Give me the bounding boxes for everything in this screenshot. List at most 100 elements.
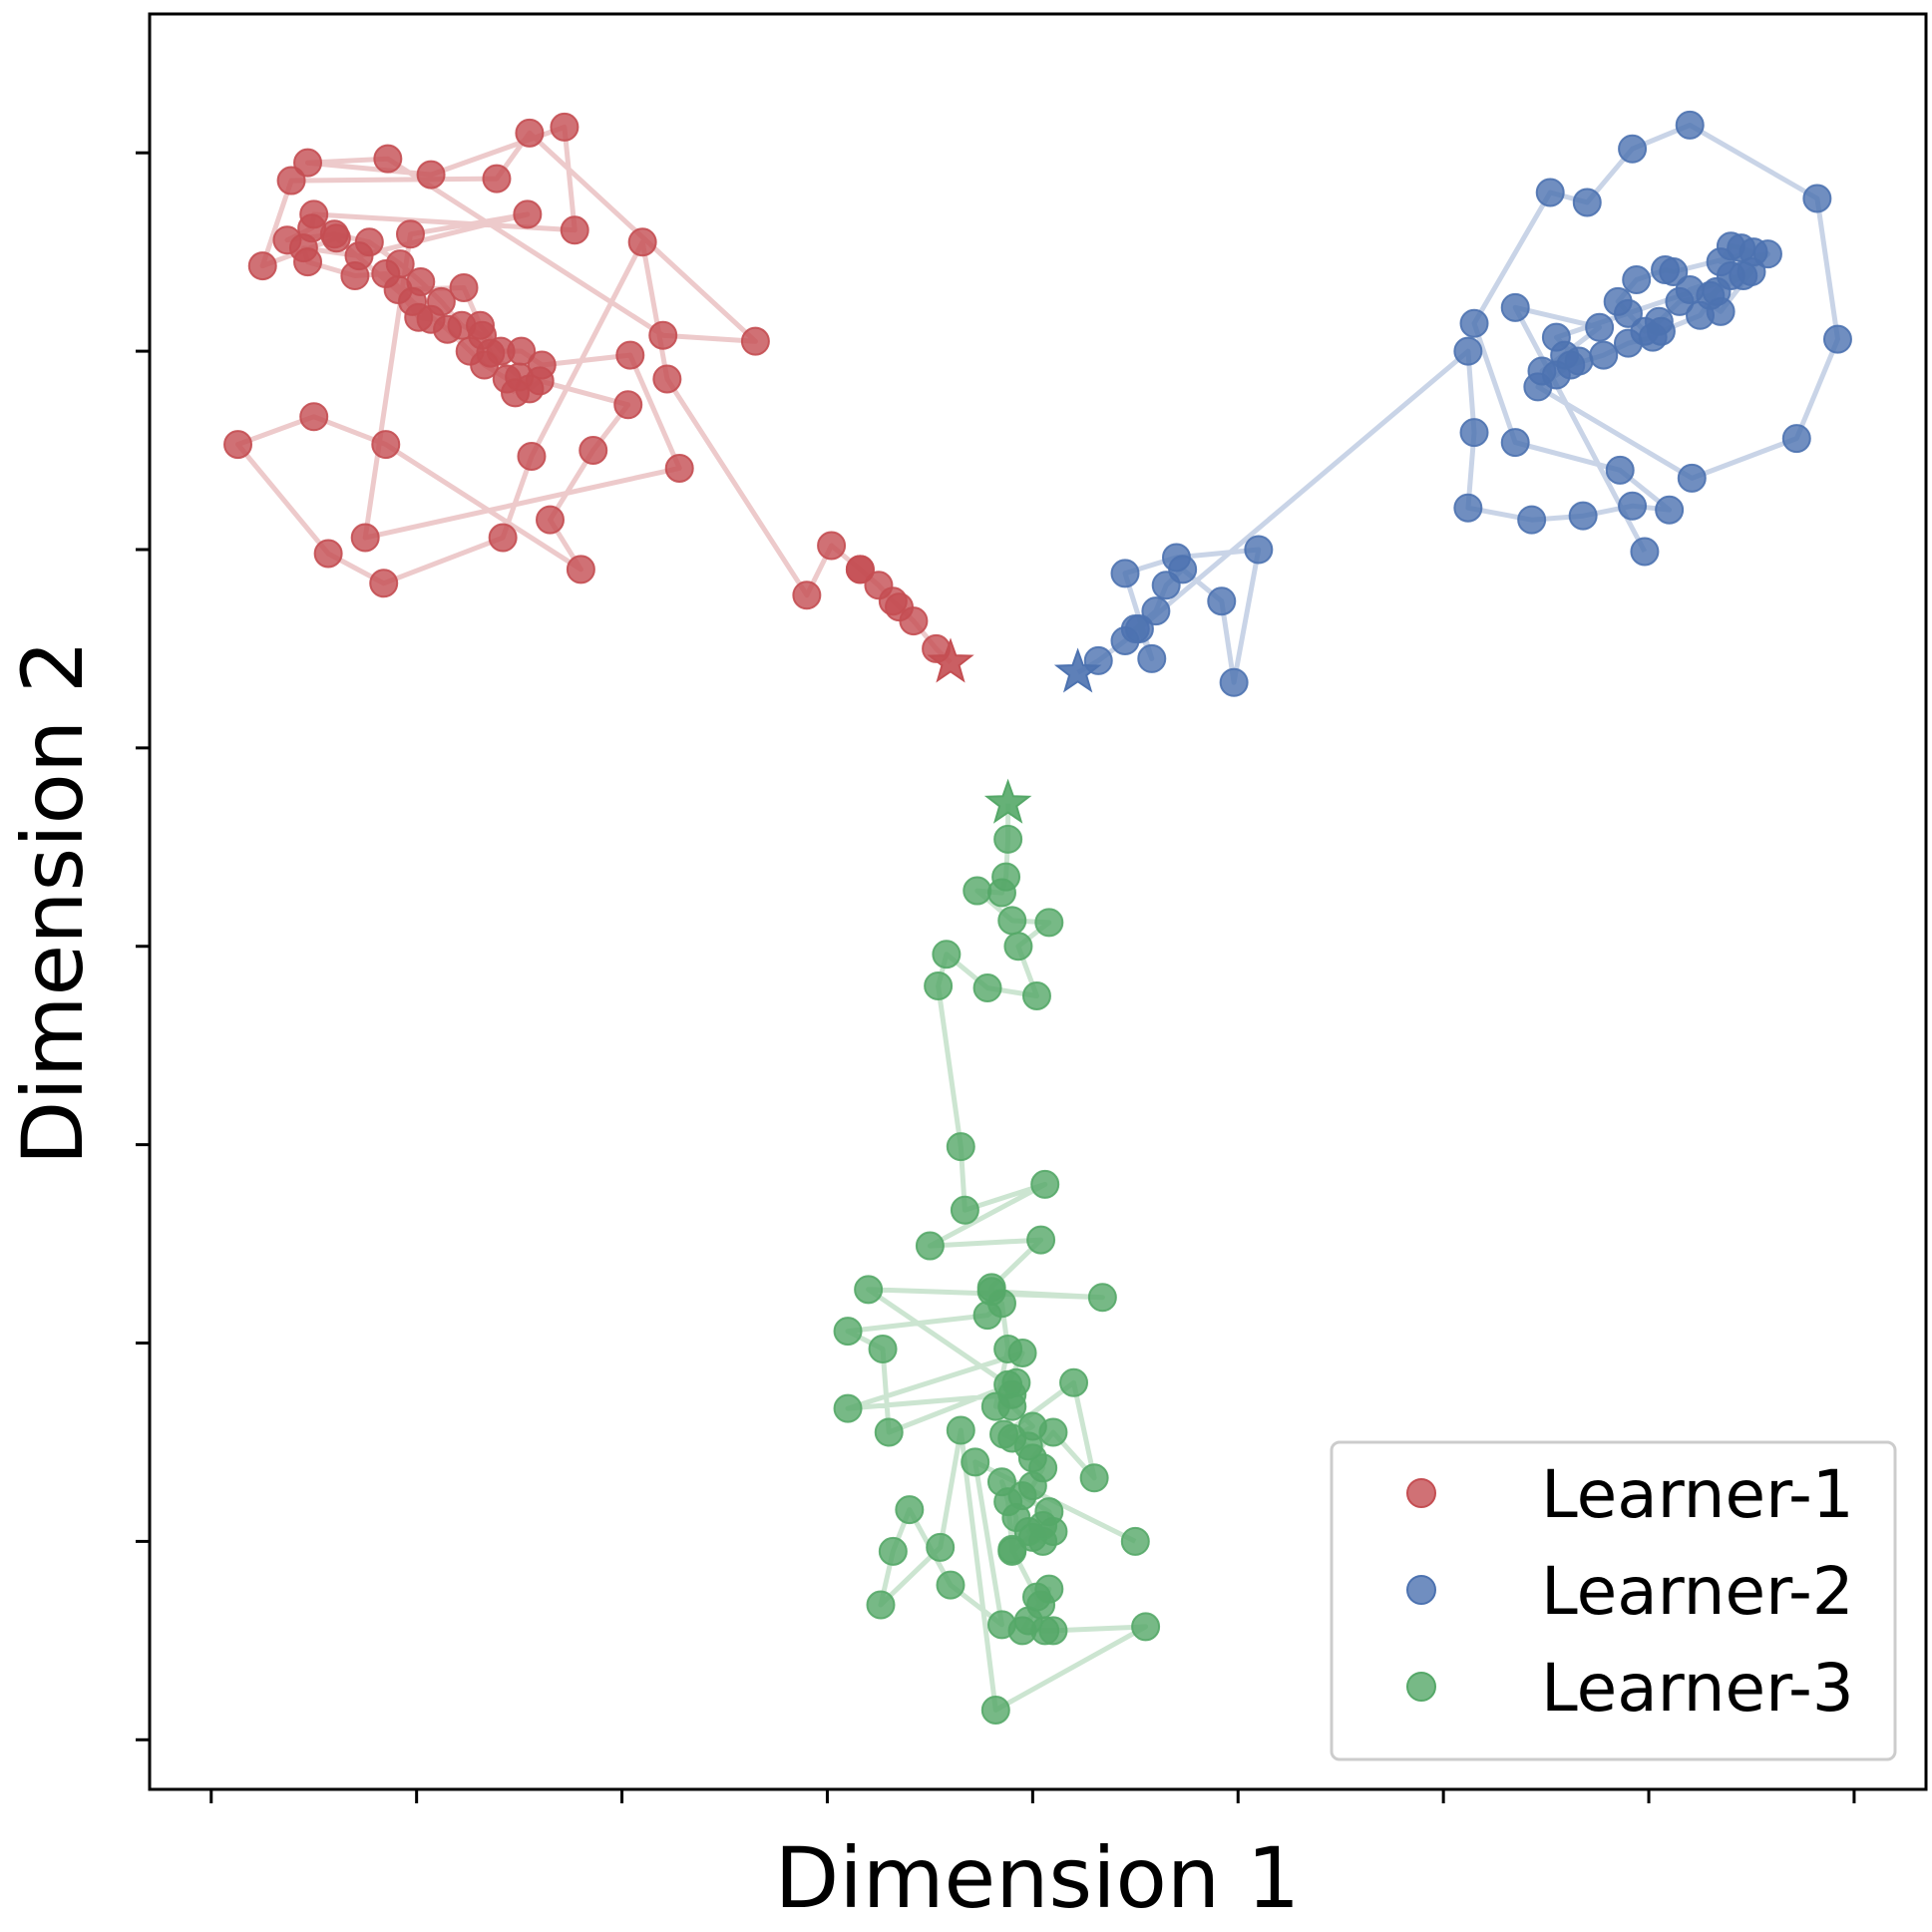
series-2-point xyxy=(1677,463,1707,493)
series-2-point xyxy=(1644,306,1674,336)
series-1-point xyxy=(247,251,277,281)
series-1-point xyxy=(313,539,343,569)
series-1-point xyxy=(416,160,446,190)
series-2-point xyxy=(1622,265,1652,295)
legend-marker-3 xyxy=(1406,1672,1436,1702)
series-2-point xyxy=(1137,643,1167,673)
series-3-point xyxy=(961,1447,990,1477)
series-3-point xyxy=(874,1417,904,1447)
series-1-point xyxy=(535,505,565,535)
series-1-point xyxy=(527,350,557,380)
series-1-point xyxy=(465,310,495,340)
series-1-point xyxy=(864,571,894,600)
series-1-point xyxy=(579,436,608,466)
series-1-point xyxy=(371,430,401,460)
series-3-point xyxy=(1028,1510,1058,1540)
series-2-point xyxy=(1207,586,1237,616)
legend-frame xyxy=(1330,1440,1897,1761)
series-3-start-star xyxy=(983,778,1032,824)
series-1-point xyxy=(648,320,678,350)
series-2-point xyxy=(1535,178,1565,207)
series-2-point xyxy=(1589,340,1619,370)
series-2-point xyxy=(1500,292,1530,322)
series-3-point xyxy=(997,906,1027,936)
series-2-point xyxy=(1141,596,1171,626)
legend-marker-2 xyxy=(1406,1575,1436,1605)
legend: Learner-1 Learner-2 Learner-3 xyxy=(1330,1440,1897,1761)
series-1-point xyxy=(340,261,370,291)
series-3-point xyxy=(997,1534,1027,1564)
series-1-point xyxy=(470,350,500,380)
series-3-point xyxy=(993,824,1023,854)
series-1-point xyxy=(223,430,253,460)
series-1-point xyxy=(627,227,657,257)
series-2-point xyxy=(1453,336,1483,366)
series-2-point xyxy=(1613,298,1643,328)
series-3-point xyxy=(926,1532,956,1562)
legend-label-1: Learner-1 xyxy=(1541,1456,1854,1533)
series-1-point xyxy=(500,378,530,408)
series-1-point xyxy=(566,555,595,584)
series-3-point xyxy=(1026,1225,1056,1255)
series-2-point xyxy=(1124,614,1154,644)
series-1-point xyxy=(449,272,479,302)
series-1-point xyxy=(664,453,694,483)
series-3-point xyxy=(980,1695,1010,1725)
series-1-point xyxy=(293,247,323,277)
series-2-point xyxy=(1517,505,1547,535)
series-1-point xyxy=(321,223,351,253)
series-3-point xyxy=(950,1195,979,1225)
series-1-point xyxy=(845,555,875,584)
series-3-point xyxy=(1021,980,1051,1010)
series-2-point xyxy=(1219,667,1249,697)
series-2-point xyxy=(1527,356,1557,386)
series-3-point xyxy=(986,1610,1016,1640)
x-axis-label: Dimension 1 xyxy=(775,1829,1301,1927)
legend-label-2: Learner-2 xyxy=(1541,1553,1854,1630)
series-3-point xyxy=(1038,1616,1068,1646)
series-2-point xyxy=(1618,491,1648,521)
series-2-point xyxy=(1781,424,1811,454)
series-3-point xyxy=(993,1334,1023,1363)
series-1-point xyxy=(433,314,463,344)
series-1-point xyxy=(515,118,545,148)
series-1-point xyxy=(560,215,589,245)
series-3-point xyxy=(1059,1367,1089,1397)
series-2-point xyxy=(1706,296,1736,326)
series-3-point xyxy=(895,1495,925,1525)
series-3-point xyxy=(1003,932,1033,962)
series-3-point xyxy=(986,878,1016,908)
series-3-point xyxy=(1038,1417,1068,1447)
series-3-point xyxy=(866,1590,896,1620)
series-3-point xyxy=(936,1570,966,1600)
series-2-point xyxy=(1585,312,1615,342)
series-1-point xyxy=(550,112,580,142)
series-1-point xyxy=(293,148,323,178)
series-2-point xyxy=(1500,428,1530,458)
series-3-point xyxy=(1034,1574,1064,1604)
series-1-point xyxy=(371,259,401,289)
series-2-point xyxy=(1568,501,1598,531)
series-3-point xyxy=(1087,1283,1117,1313)
series-2-point xyxy=(1550,340,1580,370)
legend-marker-1 xyxy=(1406,1478,1436,1508)
series-3-point xyxy=(997,1391,1027,1421)
series-2-point xyxy=(1737,257,1766,287)
series-3-point xyxy=(963,876,992,906)
series-3-point xyxy=(915,1231,945,1261)
series-1-point xyxy=(507,336,537,366)
series-3-point xyxy=(868,1334,898,1363)
series-1-point xyxy=(652,364,682,394)
series-3-point xyxy=(1034,908,1064,938)
series-3-point xyxy=(878,1536,908,1566)
series-3-point xyxy=(1131,1612,1161,1642)
series-1-point xyxy=(488,523,518,553)
series-1-start-star xyxy=(927,637,974,683)
series-3-point xyxy=(924,971,954,1001)
series-1-point xyxy=(792,580,822,610)
trajectory-points xyxy=(223,110,1852,1725)
series-2-point xyxy=(1822,324,1852,354)
series-3-point xyxy=(946,1415,975,1445)
series-1-point xyxy=(613,390,643,420)
series-2-point xyxy=(1459,308,1489,338)
